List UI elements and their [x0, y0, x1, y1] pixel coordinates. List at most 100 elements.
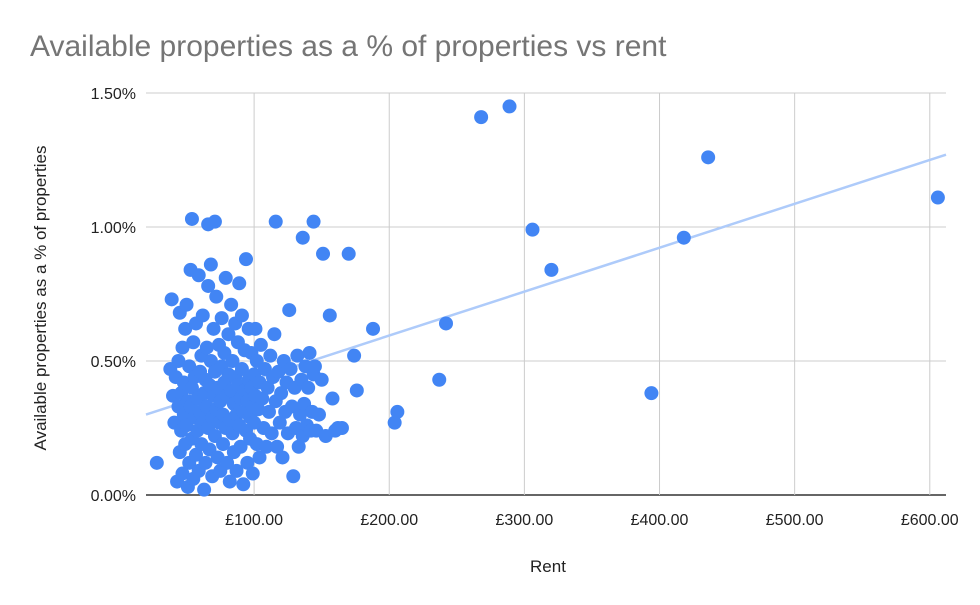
data-point: [195, 308, 210, 323]
data-point: [233, 439, 248, 454]
data-point: [216, 437, 231, 452]
data-point: [314, 372, 329, 387]
chart-title: Available properties as a % of propertie…: [30, 30, 667, 63]
data-point: [171, 354, 186, 368]
data-point: [264, 426, 279, 441]
data-point: [268, 214, 283, 229]
data-point: [341, 246, 356, 261]
data-point: [248, 321, 263, 336]
data-point: [644, 386, 659, 401]
data-point: [271, 364, 286, 379]
data-point: [432, 372, 447, 387]
data-point: [282, 303, 297, 318]
data-point: [189, 447, 203, 462]
data-point: [229, 463, 244, 478]
data-point: [201, 278, 216, 293]
data-point: [236, 477, 251, 492]
data-point: [390, 404, 405, 419]
data-point: [220, 455, 235, 470]
data-point: [387, 415, 402, 430]
data-point: [203, 257, 218, 272]
data-point: [275, 450, 290, 465]
data-point: [325, 391, 340, 406]
data-point: [234, 362, 249, 377]
data-point: [306, 214, 321, 229]
data-point: [178, 321, 193, 336]
data-point: [175, 340, 190, 355]
data-point: [255, 391, 270, 406]
data-point: [525, 222, 540, 237]
data-point: [930, 190, 945, 205]
data-point: [334, 421, 349, 435]
x-tick-label: £300.00: [495, 512, 553, 529]
data-point: [179, 297, 194, 312]
data-point: [221, 327, 236, 342]
data-point: [290, 348, 305, 363]
data-point: [186, 335, 201, 350]
data-point: [222, 474, 237, 489]
data-point: [199, 340, 214, 355]
data-point: [439, 316, 453, 331]
data-point: [322, 308, 337, 323]
data-point: [349, 383, 364, 398]
data-point: [267, 327, 282, 342]
data-point: [474, 110, 489, 125]
data-point: [214, 311, 229, 326]
y-tick-label: 0.00%: [91, 488, 136, 505]
data-point: [239, 252, 253, 267]
data-points: [149, 99, 945, 497]
x-tick-label: £500.00: [766, 512, 824, 529]
data-point: [252, 450, 267, 465]
data-point: [206, 321, 221, 336]
data-point: [218, 270, 233, 285]
data-point: [191, 268, 206, 283]
data-point: [197, 482, 212, 497]
data-point: [676, 230, 691, 245]
data-point: [207, 214, 222, 229]
data-point: [164, 292, 179, 307]
data-point: [701, 150, 716, 165]
data-point: [263, 348, 278, 363]
data-point: [209, 289, 224, 304]
x-tick-label: £400.00: [631, 512, 689, 529]
data-point: [293, 407, 308, 422]
x-tick-label: £100.00: [225, 512, 283, 529]
x-tick-label: £200.00: [360, 512, 418, 529]
data-point: [272, 415, 287, 430]
data-point: [270, 439, 285, 454]
y-tick-label: 0.50%: [91, 354, 136, 371]
data-point: [291, 439, 306, 454]
x-axis-label: Rent: [530, 557, 566, 576]
data-point: [301, 380, 316, 395]
data-point: [274, 386, 289, 401]
data-point: [149, 455, 164, 470]
data-point: [245, 466, 260, 481]
data-point: [234, 308, 249, 323]
data-point: [184, 380, 199, 395]
data-point: [283, 362, 298, 377]
data-point: [311, 407, 326, 422]
data-point: [253, 337, 268, 352]
data-point: [544, 262, 559, 277]
x-axis-ticks: £100.00 £200.00 £300.00 £400.00 £500.00 £600.…: [225, 512, 959, 529]
data-point: [251, 402, 266, 417]
data-point: [366, 321, 381, 336]
data-point: [502, 99, 517, 114]
data-point: [261, 404, 276, 419]
data-point: [182, 359, 197, 374]
y-axis-label: Available properties as a % of propertie…: [31, 146, 50, 451]
data-point: [307, 359, 322, 374]
data-point: [175, 466, 190, 481]
data-point: [259, 439, 274, 454]
data-point: [184, 211, 199, 226]
data-point: [240, 455, 255, 470]
data-point: [203, 354, 218, 368]
data-point: [302, 345, 317, 360]
data-point: [224, 297, 239, 312]
data-point: [347, 348, 362, 363]
data-point: [295, 230, 310, 245]
y-tick-label: 1.00%: [91, 220, 136, 237]
data-point: [316, 246, 331, 261]
